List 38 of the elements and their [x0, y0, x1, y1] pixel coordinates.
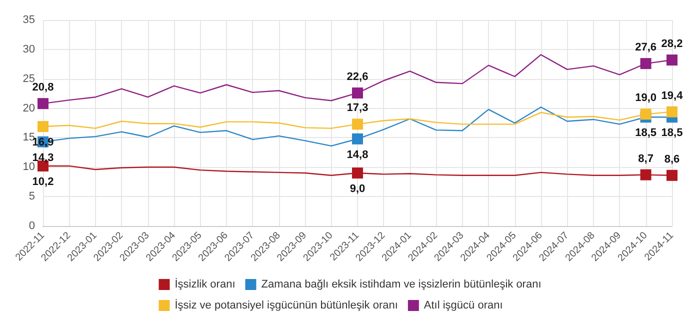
data-label: 10,2	[32, 176, 54, 188]
point	[666, 170, 678, 181]
point	[352, 133, 363, 144]
point	[38, 98, 48, 110]
point	[352, 118, 363, 130]
point	[640, 58, 652, 70]
point	[352, 168, 363, 179]
data-label: 18,5	[661, 127, 683, 140]
y-tick-label: 10	[22, 161, 35, 174]
data-label: 8,6	[664, 153, 680, 166]
y-tick-label: 30	[22, 43, 35, 56]
point	[640, 169, 652, 180]
data-label: 14,3	[32, 152, 54, 164]
data-label: 14,8	[346, 148, 368, 161]
legend-label: Atıl işgücü oranı	[424, 300, 503, 312]
point	[352, 87, 363, 98]
legend-label: İşsizlik oranı	[174, 278, 236, 290]
point	[38, 121, 48, 132]
data-label: 9,0	[350, 183, 366, 196]
point	[666, 54, 678, 66]
point	[666, 106, 678, 118]
data-label: 8,7	[638, 152, 654, 165]
y-tick-label: 20	[22, 102, 35, 114]
legend-label: İşsiz ve potansiyel işgücünün bütünleşik oranı	[174, 298, 398, 312]
legend-label: Zamana bağlı eksik istihdam ve işsizlerin bütünleşik oranı	[261, 278, 542, 290]
point	[640, 108, 652, 120]
data-label: 19,0	[635, 92, 657, 104]
y-tick-label: 35	[22, 14, 35, 26]
data-label: 20,8	[32, 82, 54, 94]
data-label: 18,5	[635, 127, 657, 140]
data-label: 19,4	[661, 90, 684, 102]
y-tick-label: 0	[28, 220, 35, 232]
data-label: 28,2	[661, 38, 683, 50]
data-label: 17,3	[346, 102, 368, 114]
data-label: 27,6	[635, 42, 657, 54]
y-tick-label: 5	[28, 190, 35, 203]
y-tick-label: 15	[22, 132, 35, 144]
data-label: 22,6	[346, 70, 368, 83]
